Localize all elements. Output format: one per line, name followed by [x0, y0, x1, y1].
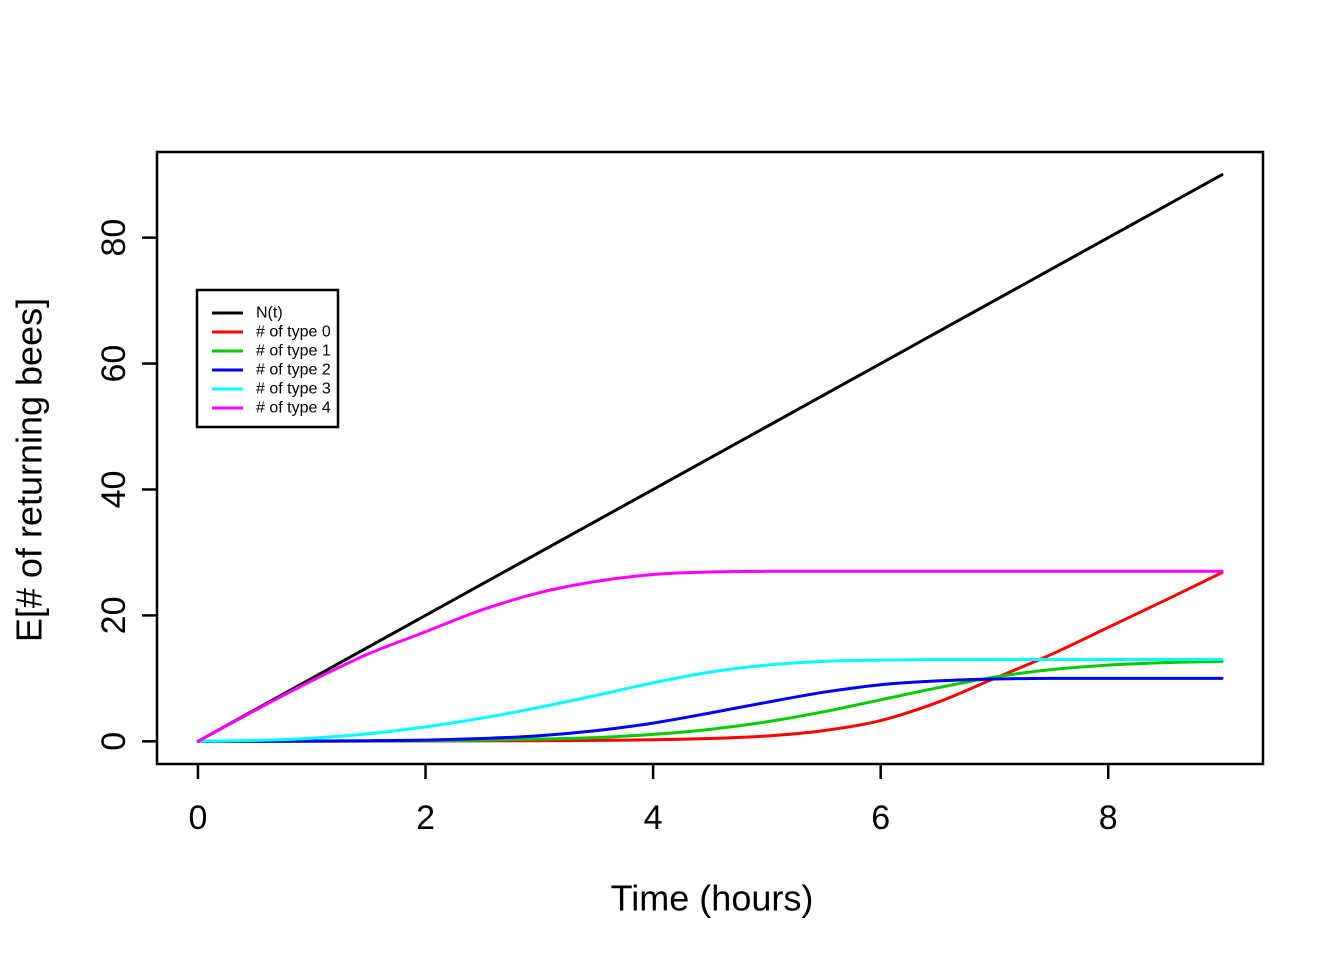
- x-tick-label: 0: [189, 799, 208, 837]
- y-tick-label: 60: [95, 345, 133, 383]
- plot-box: [155, 150, 1265, 766]
- x-tick-label: 4: [644, 799, 663, 837]
- curve-series-3: [196, 676, 1224, 743]
- legend-box: [195, 288, 340, 429]
- legend-label: # of type 0: [256, 324, 331, 341]
- legend-label: # of type 3: [256, 381, 331, 398]
- y-axis: 0 20 40 60 80: [95, 219, 157, 751]
- curve-series-4: [196, 657, 1224, 743]
- curves: [196, 173, 1224, 743]
- y-axis-label: E[# of returning bees]: [9, 298, 50, 642]
- legend: N(t) # of type 0 # of type 1 # of type 2 # o…: [195, 288, 340, 429]
- curve-series-0: [196, 173, 1224, 743]
- x-tick-label: 8: [1099, 799, 1118, 837]
- x-tick-label: 6: [871, 799, 890, 837]
- y-tick-label: 80: [95, 219, 133, 257]
- legend-label: # of type 1: [256, 343, 331, 360]
- x-axis: 0 2 4 6 8: [189, 764, 1118, 837]
- legend-label: N(t): [256, 305, 283, 322]
- y-tick-label: 20: [95, 596, 133, 634]
- y-tick-label: 0: [95, 732, 133, 751]
- x-tick-label: 2: [416, 799, 435, 837]
- x-axis-label: Time (hours): [611, 878, 814, 919]
- legend-label: # of type 2: [256, 362, 331, 379]
- y-tick-label: 40: [95, 471, 133, 509]
- legend-label: # of type 4: [256, 400, 331, 417]
- curve-series-5: [196, 569, 1224, 743]
